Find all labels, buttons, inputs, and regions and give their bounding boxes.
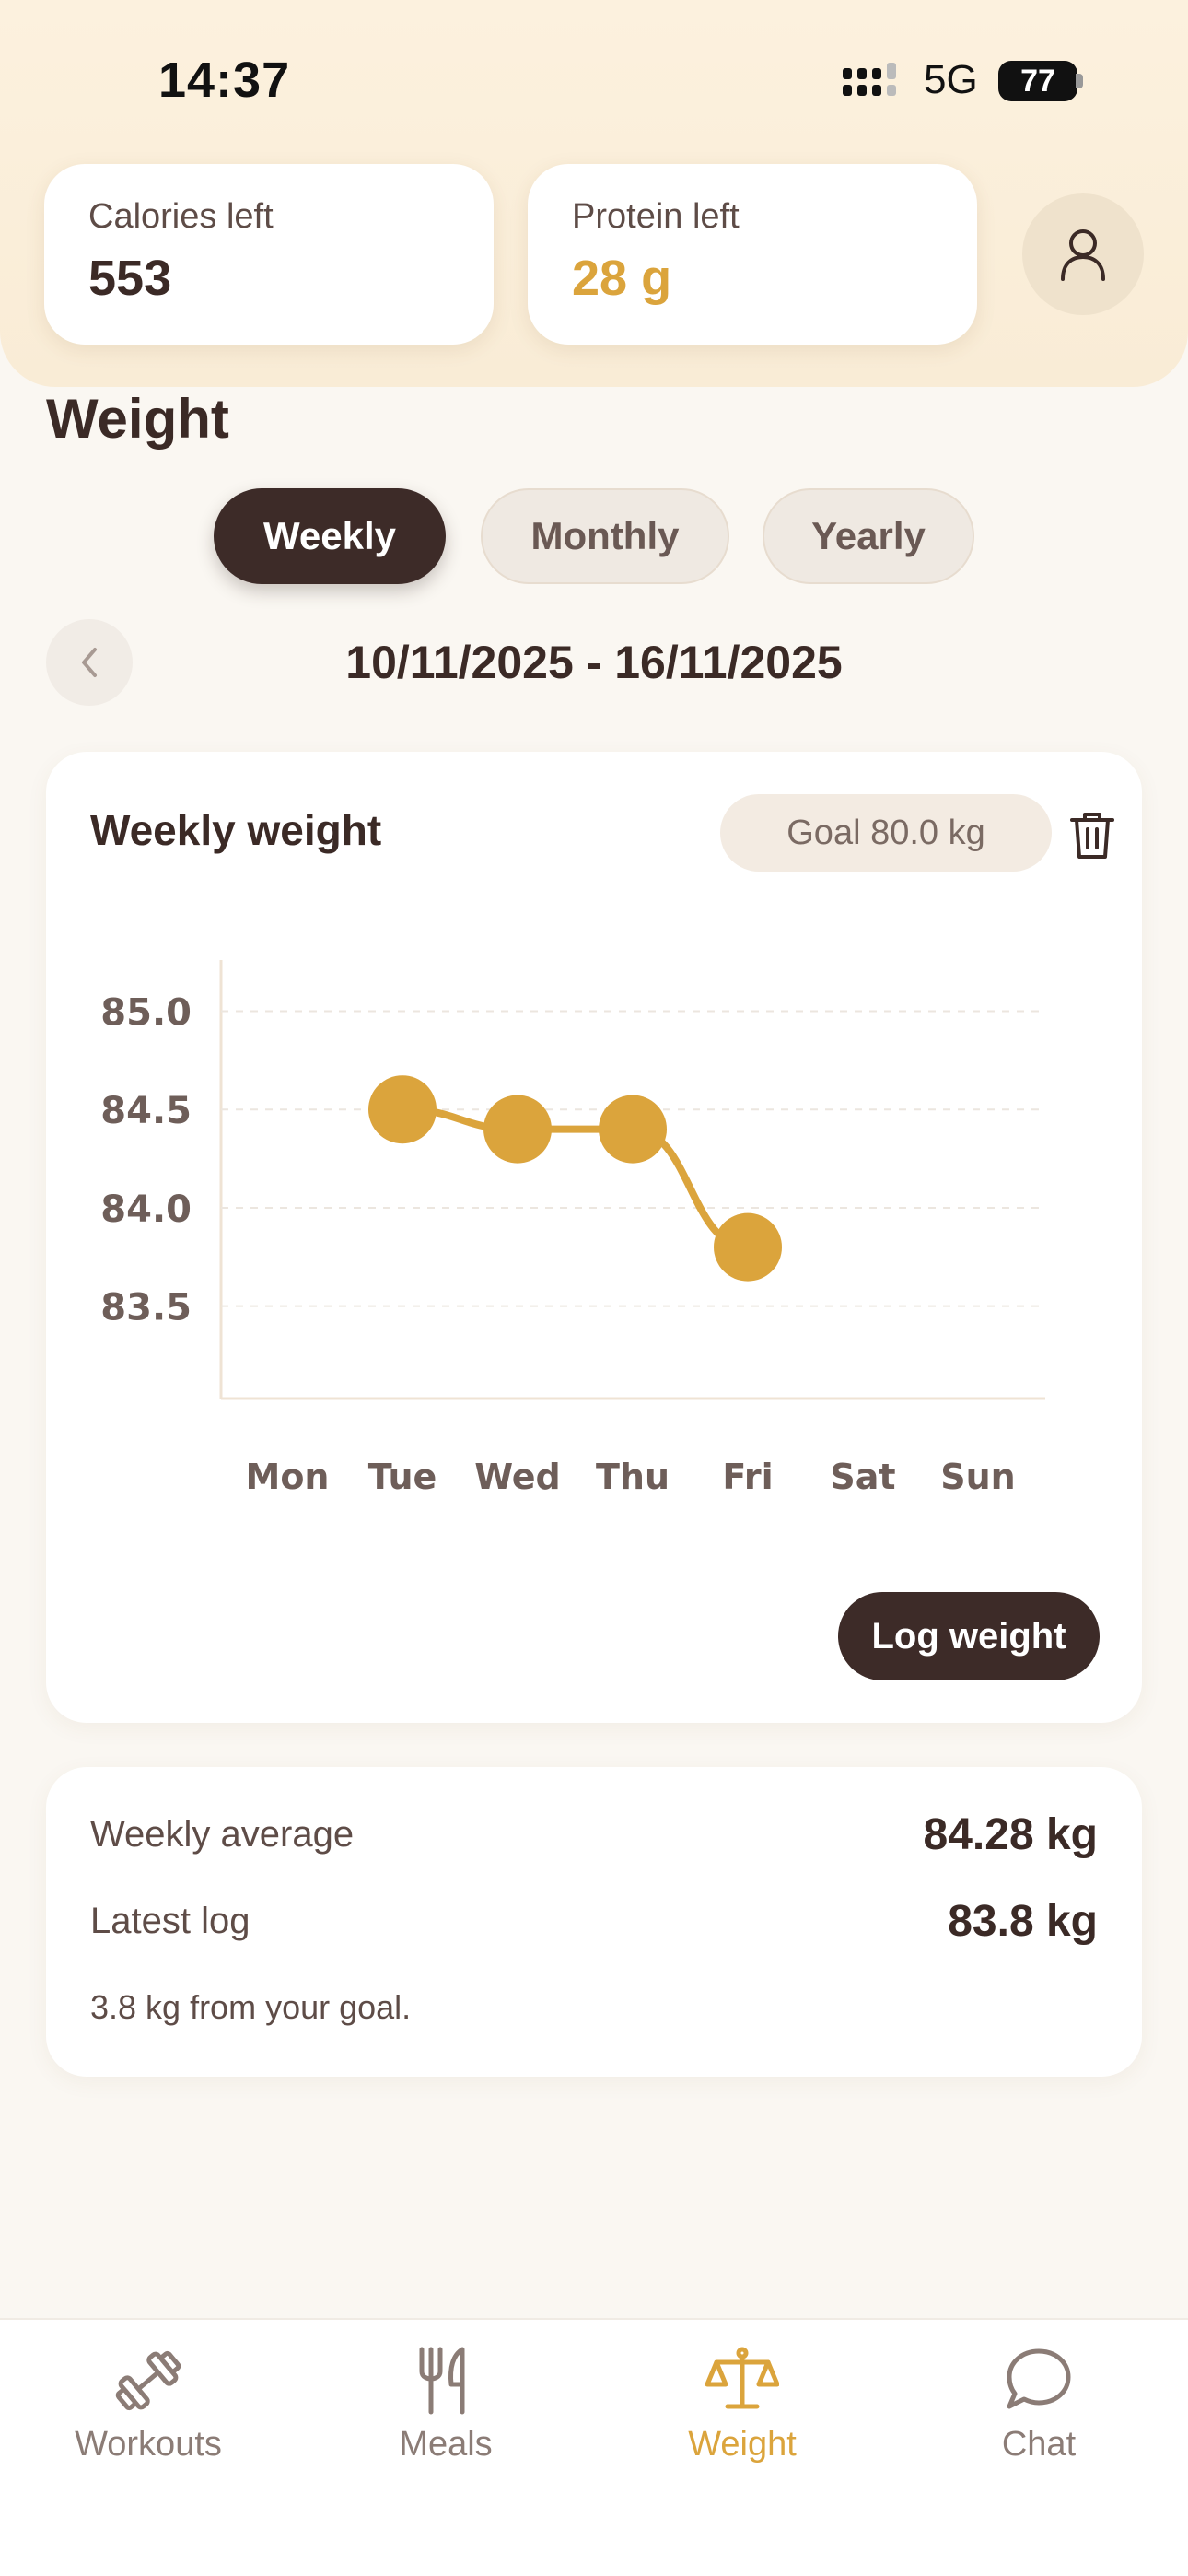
tab-chat[interactable]: Chat (928, 2344, 1149, 2465)
data-point-wed[interactable] (483, 1095, 552, 1164)
data-point-tue[interactable] (368, 1075, 437, 1144)
dumbbell-icon (115, 2350, 181, 2411)
y-tick-label: 83.5 (100, 1287, 192, 1329)
y-tick-label: 84.5 (100, 1090, 192, 1132)
y-tick-label: 84.0 (100, 1188, 192, 1231)
log-weight-button[interactable]: Log weight (838, 1592, 1100, 1680)
person-icon (1061, 229, 1105, 281)
weekly-average-value: 84.28 kg (923, 1810, 1098, 1859)
weekly-average-row: Weekly average 84.28 kg (90, 1809, 1098, 1860)
trash-icon[interactable] (1066, 807, 1118, 862)
scale-icon (705, 2347, 779, 2409)
x-tick-label: Fri (722, 1457, 773, 1497)
tab-weight-label: Weight (688, 2425, 797, 2464)
tab-meals-label: Meals (399, 2425, 493, 2464)
chart-title: Weekly weight (90, 806, 382, 854)
network-type: 5G (924, 57, 978, 102)
x-tick-label: Tue (368, 1457, 437, 1497)
data-point-thu[interactable] (599, 1095, 667, 1164)
x-tick-label: Thu (596, 1457, 670, 1497)
tab-workouts[interactable]: Workouts (38, 2344, 259, 2465)
weekly-average-label: Weekly average (90, 1814, 355, 1855)
x-tick-label: Sun (940, 1457, 1015, 1497)
data-point-fri[interactable] (714, 1212, 782, 1282)
goal-badge: Goal 80.0 kg (720, 794, 1052, 872)
date-range: 10/11/2025 - 16/11/2025 (345, 637, 843, 688)
battery-indicator: 77 (998, 61, 1077, 101)
tab-chat-label: Chat (1001, 2425, 1077, 2464)
battery-tip (1076, 74, 1083, 88)
series-line (399, 1106, 751, 1251)
tab-monthly[interactable]: Monthly (481, 488, 729, 584)
tab-weight[interactable]: Weight (632, 2344, 853, 2465)
page-title: Weight (46, 388, 229, 450)
previous-week-button[interactable] (46, 619, 133, 706)
x-tick-label: Sat (830, 1457, 895, 1497)
calories-label: Calories left (88, 197, 274, 236)
tab-workouts-label: Workouts (75, 2425, 222, 2464)
status-bar: 14:37 5G 77 (0, 0, 1188, 157)
protein-label: Protein left (572, 197, 740, 236)
latest-log-row: Latest log 83.8 kg (90, 1896, 1098, 1947)
protein-card: Protein left 28 g (528, 164, 977, 345)
summary-card: Weekly average 84.28 kg Latest log 83.8 … (46, 1767, 1142, 2077)
chevron-left-icon (82, 648, 97, 677)
tab-weekly[interactable]: Weekly (214, 488, 446, 584)
status-time: 14:37 (158, 53, 291, 108)
weekly-weight-card: Weekly weight Goal 80.0 kg 85.0 84.5 84.0 8… (46, 752, 1142, 1723)
tab-meals[interactable]: Meals (335, 2344, 556, 2465)
profile-button[interactable] (1022, 193, 1144, 315)
latest-log-label: Latest log (90, 1901, 250, 1941)
protein-value: 28 g (572, 251, 672, 306)
weight-line-chart: 85.0 84.5 84.0 83.5 Mon Tue Wed Thu Fri Sat Sun (100, 960, 1045, 1497)
chat-bubble-icon (1007, 2348, 1071, 2409)
x-tick-label: Mon (246, 1457, 330, 1497)
signal-icon (843, 63, 896, 96)
y-tick-label: 85.0 (100, 991, 192, 1034)
bottom-tab-bar: Workouts Meals Weight Ch (0, 2318, 1188, 2576)
latest-log-value: 83.8 kg (948, 1897, 1098, 1946)
tab-yearly[interactable]: Yearly (763, 488, 974, 584)
calories-value: 553 (88, 251, 172, 306)
calories-card: Calories left 553 (44, 164, 494, 345)
goal-distance-note: 3.8 kg from your goal. (90, 1988, 412, 2026)
x-tick-label: Wed (474, 1457, 561, 1497)
fork-knife-icon (419, 2347, 465, 2415)
